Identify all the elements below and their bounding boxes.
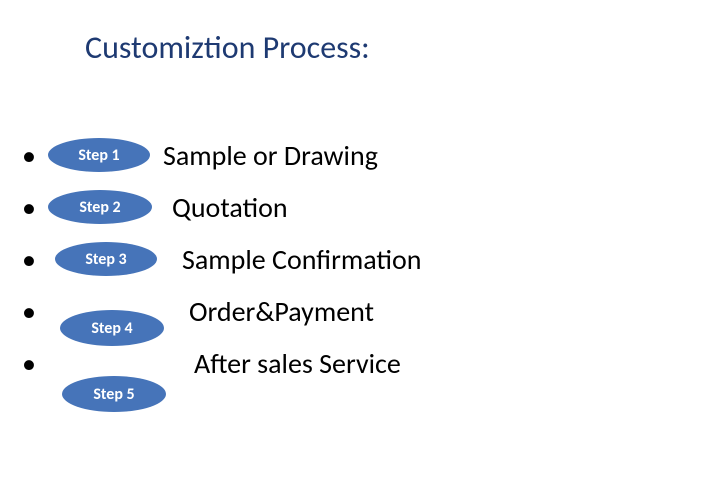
bullet-icon: • [22, 142, 36, 170]
step-pill: Step 2 [48, 190, 152, 224]
step-description: Quotation [172, 194, 288, 222]
step-pill: Step 4 [60, 310, 164, 346]
step-pill: Step 3 [55, 242, 157, 276]
step-pill: Step 1 [48, 138, 150, 172]
step-description: After sales Service [194, 350, 401, 378]
step-pill-label: Step 2 [79, 198, 120, 217]
step-description: Sample Confirmation [182, 246, 421, 274]
step-description: Order&Payment [189, 298, 374, 326]
step-pill: Step 5 [62, 376, 166, 412]
bullet-icon: • [22, 298, 36, 326]
step-description: Sample or Drawing [163, 142, 378, 170]
slide-container: Customiztion Process: • Step 1 Sample or… [0, 0, 711, 500]
bullet-icon: • [22, 194, 36, 222]
slide-title: Customiztion Process: [85, 28, 370, 67]
step-pill-label: Step 4 [91, 319, 132, 338]
step-pill-label: Step 3 [85, 250, 126, 269]
step-pill-label: Step 1 [78, 146, 119, 165]
step-pill-label: Step 5 [93, 385, 134, 404]
bullet-icon: • [22, 246, 36, 274]
bullet-icon: • [22, 350, 36, 378]
